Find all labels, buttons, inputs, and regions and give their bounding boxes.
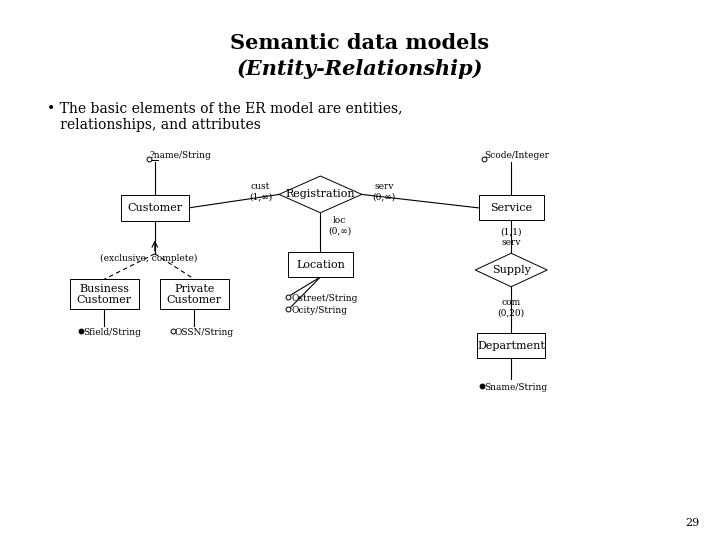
Text: Registration: Registration — [286, 190, 355, 199]
Text: 29: 29 — [685, 518, 700, 528]
Polygon shape — [279, 176, 362, 213]
Text: Private
Customer: Private Customer — [167, 284, 222, 305]
Text: Ocity/String: Ocity/String — [292, 306, 348, 315]
Text: Semantic data models: Semantic data models — [230, 33, 490, 53]
Text: Scode/Integer: Scode/Integer — [484, 151, 549, 160]
Text: Department: Department — [477, 341, 545, 350]
Text: (1,1)
serv: (1,1) serv — [500, 228, 522, 247]
Text: loc
(0,∞): loc (0,∞) — [328, 216, 351, 235]
Text: Location: Location — [296, 260, 345, 269]
FancyBboxPatch shape — [479, 195, 544, 220]
FancyBboxPatch shape — [477, 333, 546, 358]
Text: ?name/String: ?name/String — [149, 151, 211, 160]
Text: • The basic elements of the ER model are entities,: • The basic elements of the ER model are… — [47, 101, 402, 115]
Text: Sname/String: Sname/String — [485, 383, 548, 391]
FancyBboxPatch shape — [288, 252, 353, 277]
Text: relationships, and attributes: relationships, and attributes — [47, 118, 261, 132]
Text: Service: Service — [490, 203, 532, 213]
Text: Customer: Customer — [127, 203, 182, 213]
FancyBboxPatch shape — [70, 280, 138, 309]
FancyBboxPatch shape — [161, 280, 229, 309]
Text: (Entity-Relationship): (Entity-Relationship) — [237, 58, 483, 79]
Text: OSSN/String: OSSN/String — [174, 328, 233, 336]
Text: com
(0,20): com (0,20) — [498, 298, 525, 318]
Text: cust
(1,∞): cust (1,∞) — [249, 182, 272, 201]
Text: (exclusive, complete): (exclusive, complete) — [100, 254, 198, 262]
FancyBboxPatch shape — [121, 195, 189, 221]
Polygon shape — [475, 253, 547, 287]
Text: Sfield/String: Sfield/String — [83, 328, 140, 336]
Text: Ostreet/String: Ostreet/String — [292, 294, 358, 302]
Text: serv
(0,∞): serv (0,∞) — [372, 182, 395, 201]
Text: Business
Customer: Business Customer — [77, 284, 132, 305]
Text: Supply: Supply — [492, 265, 531, 275]
